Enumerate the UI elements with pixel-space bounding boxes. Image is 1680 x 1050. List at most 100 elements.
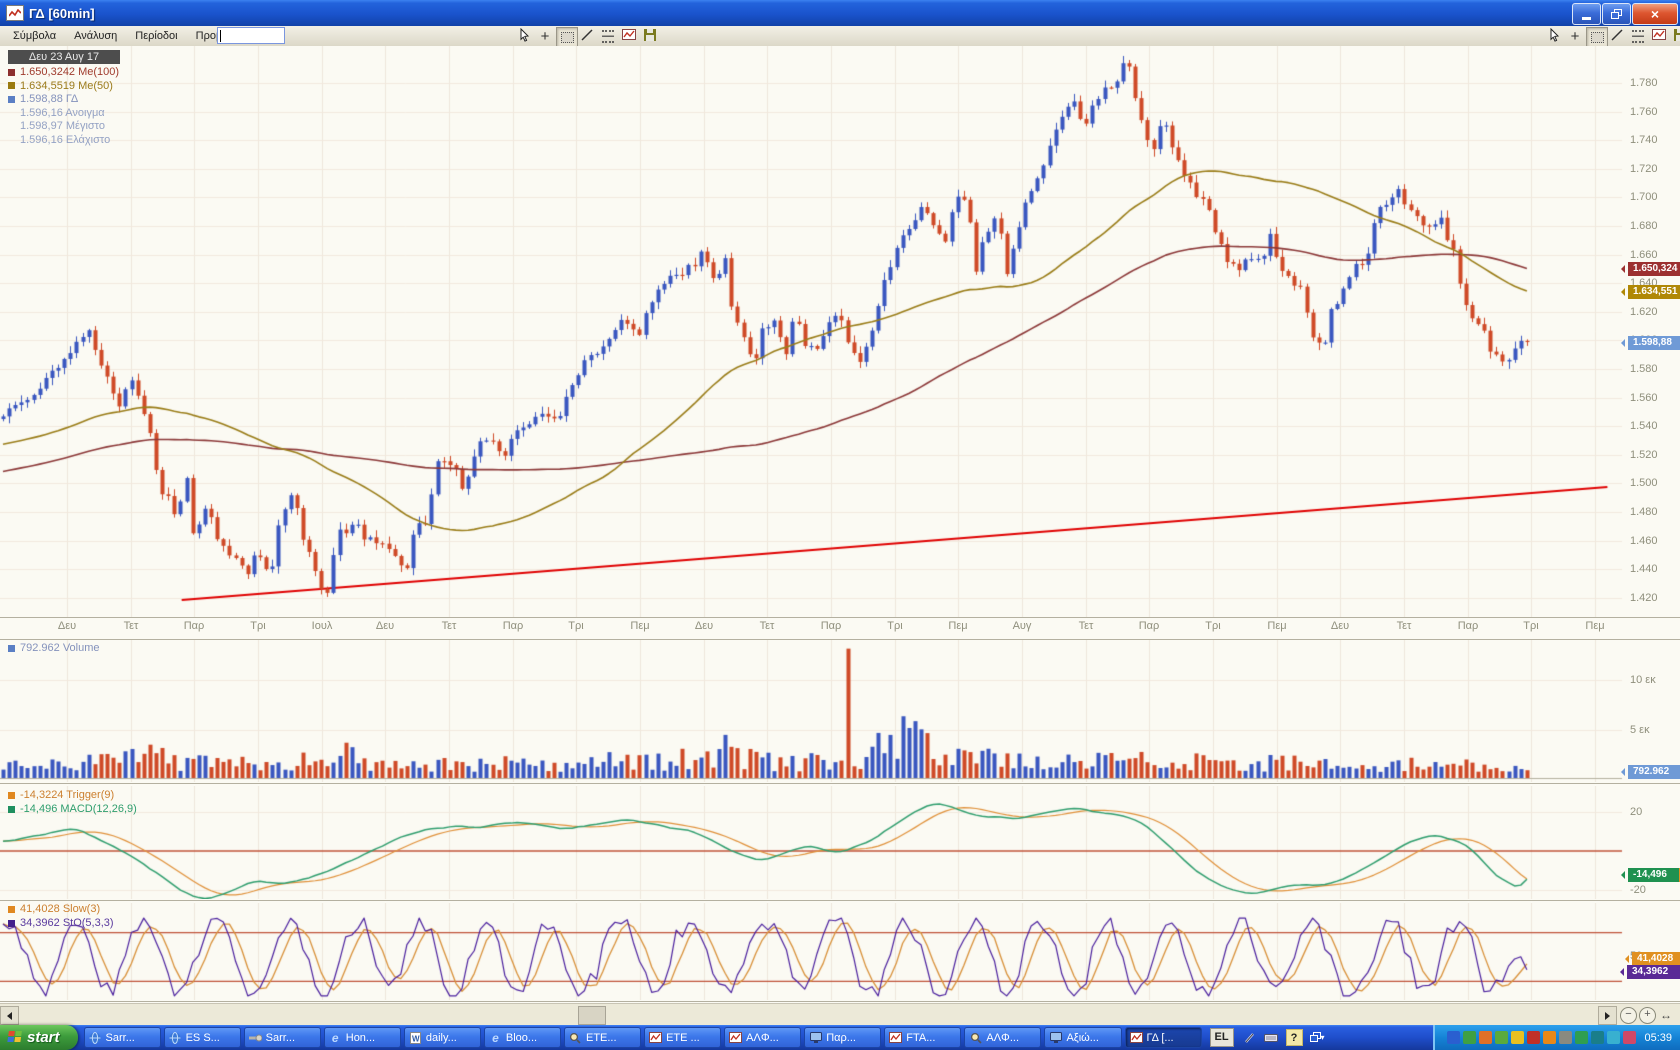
monitor-icon [1049, 1032, 1062, 1044]
taskbar-button-14[interactable]: ΓΔ [... [1124, 1027, 1202, 1048]
help-icon[interactable]: ? [1285, 1029, 1303, 1046]
scroll-right-button[interactable] [1598, 1006, 1617, 1025]
toolbar-pointer-button[interactable] [1544, 27, 1564, 45]
menu-item-3[interactable]: Περίοδοι [135, 30, 178, 42]
shield-icon[interactable] [1511, 1031, 1525, 1044]
zoom-out-button[interactable]: − [1620, 1007, 1637, 1024]
start-button[interactable]: start [0, 1025, 78, 1050]
eye-icon[interactable] [1591, 1031, 1605, 1044]
restore-button[interactable] [1602, 3, 1631, 25]
pen-icon[interactable] [1242, 1030, 1257, 1045]
taskbar-button-2[interactable]: ES S... [163, 1027, 241, 1048]
keyboard-icon[interactable] [1264, 1030, 1279, 1045]
mail-icon[interactable] [1623, 1031, 1637, 1044]
legend-swatch [8, 68, 15, 76]
language-indicator[interactable]: EL [1209, 1028, 1234, 1047]
price-axis-tick: 1.700 [1630, 191, 1658, 204]
xaxis-label: Παρ [183, 620, 205, 632]
price-chart-canvas[interactable] [0, 46, 1680, 617]
toolbar-trendline-button[interactable] [577, 27, 597, 45]
xaxis-label: Δευ [1330, 620, 1350, 632]
toolbar-region-select-button[interactable] [556, 27, 578, 47]
chart-type-icon [1652, 29, 1666, 43]
close-button[interactable]: × [1632, 3, 1678, 25]
toolbar-grid-lines-button[interactable] [1628, 27, 1648, 45]
java-icon[interactable] [1479, 1031, 1493, 1044]
taskbar-button-label: Bloo... [505, 1031, 538, 1044]
flag-icon[interactable] [1543, 1031, 1557, 1044]
minimize-button[interactable] [1572, 3, 1601, 25]
update-icon[interactable] [1575, 1031, 1589, 1044]
antivirus-icon[interactable] [1463, 1031, 1477, 1044]
toolbar-trendline-button[interactable] [1607, 27, 1627, 45]
taskbar-button-9[interactable]: ΑΛΦ... [724, 1027, 802, 1048]
taskbar-button-label: ES S... [185, 1031, 220, 1044]
toolbar-save-button[interactable] [640, 27, 660, 45]
macd-chart-canvas[interactable] [0, 786, 1680, 899]
volume-icon[interactable] [1559, 1031, 1573, 1044]
price-axis-tick: 1.420 [1630, 591, 1658, 604]
toolbar-crosshair-button[interactable]: + [535, 27, 555, 45]
toolbar-save-button[interactable] [1670, 27, 1680, 45]
taskbar-button-12[interactable]: ΑΛΦ... [964, 1027, 1042, 1048]
taskbar-button-4[interactable]: e Hon... [323, 1027, 401, 1048]
usb-icon[interactable] [1495, 1031, 1509, 1044]
indicator-axis-tick: 10 εκ [1630, 674, 1656, 686]
taskbar-button-11[interactable]: FTA... [884, 1027, 962, 1048]
legend-swatch [8, 82, 15, 89]
ie-icon: e [492, 1030, 499, 1045]
taskbar-button-1[interactable]: Sarr... [83, 1027, 161, 1048]
toolbar-pointer-button[interactable] [514, 27, 534, 45]
scroll-left-button[interactable] [0, 1006, 19, 1025]
taskbar-button-8[interactable]: ΕΤΕ ... [644, 1027, 722, 1048]
menu-items: ΣύμβολαΑνάλυσηΠερίοδοιΠροβολή [4, 28, 249, 44]
messenger-icon[interactable] [1607, 1031, 1621, 1044]
fit-width-button[interactable]: ↔ [1660, 1008, 1672, 1022]
chart-type-icon [622, 29, 636, 43]
xaxis-label: Παρ [820, 620, 842, 632]
volume-chart-canvas[interactable] [0, 640, 1680, 782]
restore-windows-icon[interactable]: ▾ [1309, 1030, 1325, 1045]
toolbar-chart-type-button[interactable] [619, 27, 639, 45]
taskbar-button-3[interactable]: Sarr... [243, 1027, 321, 1048]
zoom-in-button[interactable]: + [1639, 1007, 1656, 1024]
stochastic-legend-text: 34,3962 StO(5,3,3) [20, 917, 114, 929]
toolbar-region-select-button[interactable] [1586, 27, 1608, 47]
scrollbar-thumb[interactable] [578, 1006, 606, 1025]
stochastic-legend-row: 34,3962 StO(5,3,3) [8, 917, 114, 929]
taskbar-button-10[interactable]: Παρ... [804, 1027, 882, 1048]
toolbar-grid-lines-button[interactable] [598, 27, 618, 45]
network-icon[interactable] [1447, 1031, 1461, 1044]
region-select-icon [1590, 31, 1604, 43]
taskbar-button-13[interactable]: Αξιώ... [1044, 1027, 1122, 1048]
crosshair-icon: + [1570, 27, 1580, 45]
xaxis-label: Τρι [1205, 620, 1221, 632]
symbol-input[interactable] [217, 27, 285, 44]
stochastic-legend-text: 41,4028 Slow(3) [20, 903, 101, 915]
toolbar-chart-type-button[interactable] [1649, 27, 1669, 45]
pane-separator [0, 783, 1680, 784]
macd-legend-row: -14,496 MACD(12,26,9) [8, 803, 137, 815]
menu-item-1[interactable]: Σύμβολα [13, 30, 57, 42]
stochastic-chart-canvas[interactable] [0, 903, 1680, 1000]
taskbar-button-label: daily... [425, 1031, 457, 1044]
menu-item-2[interactable]: Ανάλυση [74, 30, 118, 42]
price-legend-text: 1.634,5519 Me(50) [20, 79, 113, 92]
taskbar-button-7[interactable]: ΕΤΕ... [563, 1027, 642, 1048]
chart-icon [1129, 1032, 1143, 1044]
price-tag: 1.598,88 [1621, 336, 1680, 350]
clock[interactable]: 05:39 [1644, 1031, 1672, 1044]
xaxis-label: Τετ [1396, 620, 1412, 632]
taskbar-button-6[interactable]: e Bloo... [483, 1027, 561, 1048]
pointer-icon [519, 27, 530, 45]
legend-swatch [8, 95, 15, 103]
price-axis-tick: 1.660 [1630, 248, 1658, 261]
price-axis-tick: 1.720 [1630, 162, 1658, 175]
alert-icon[interactable] [1527, 1031, 1541, 1044]
xaxis-label: Παρ [1138, 620, 1160, 632]
toolbar-crosshair-button[interactable]: + [1565, 27, 1585, 45]
text-caret [220, 30, 221, 42]
price-tag: 1.634,551 [1621, 285, 1680, 299]
